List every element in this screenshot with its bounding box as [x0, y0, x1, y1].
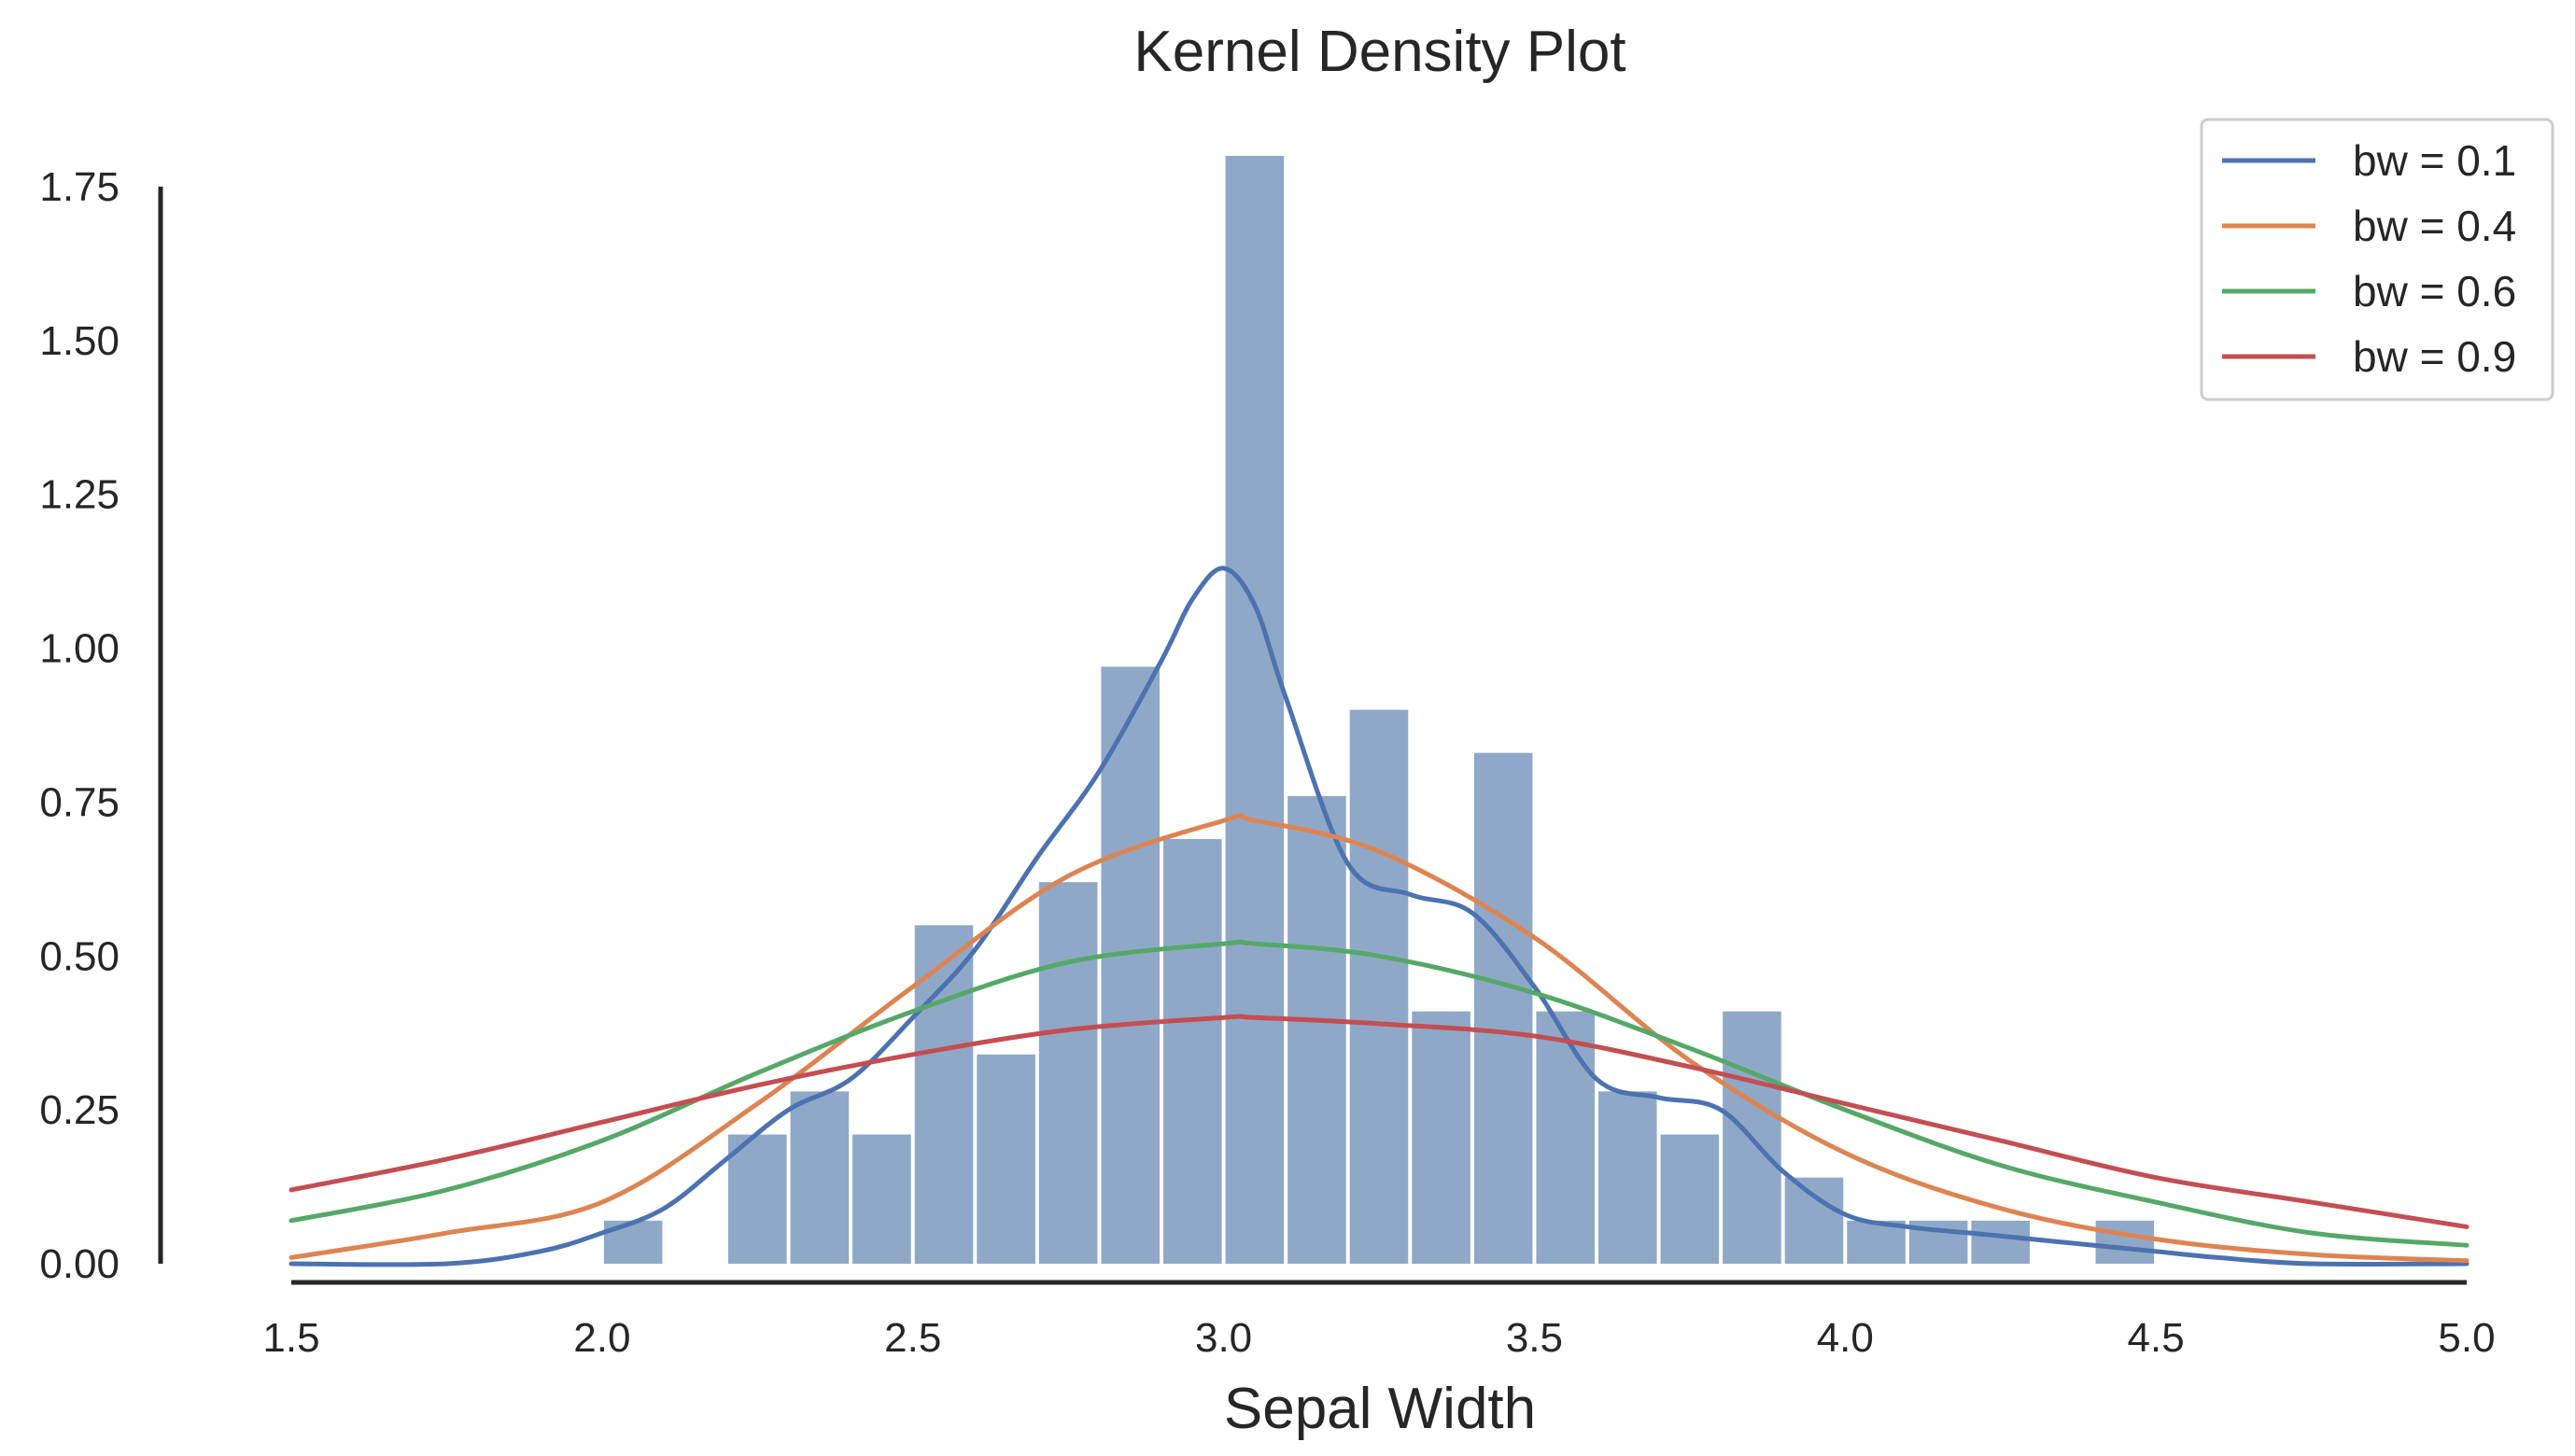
x-tick-label: 4.0	[1817, 1315, 1874, 1361]
x-tick-labels: 1.5 2.0 2.5 3.0 3.5 4.0 4.5 5.0	[262, 1315, 2495, 1361]
histogram-bars	[603, 156, 2155, 1264]
y-tick-label: 0.25	[39, 1087, 120, 1133]
histogram-bar	[914, 925, 974, 1264]
x-tick-label: 2.0	[573, 1315, 630, 1361]
histogram-bar	[1163, 838, 1222, 1264]
y-tick-label: 1.50	[39, 318, 120, 364]
histogram-bar	[1598, 1091, 1657, 1264]
y-tick-label: 0.00	[39, 1241, 120, 1287]
histogram-bar	[1412, 1011, 1470, 1264]
legend-label: bw = 0.9	[2353, 332, 2516, 381]
x-tick-label: 4.5	[2128, 1315, 2185, 1361]
x-tick-label: 1.5	[262, 1315, 319, 1361]
kde-curves	[288, 566, 2469, 1267]
y-tick-label: 0.50	[39, 933, 120, 979]
y-tick-label: 1.75	[39, 164, 120, 210]
y-tick-label: 0.75	[39, 779, 120, 825]
y-tick-labels: 0.00 0.25 0.50 0.75 1.00 1.25 1.50 1.75	[39, 164, 120, 1287]
x-tick-label: 3.0	[1195, 1315, 1252, 1361]
histogram-bar	[728, 1134, 787, 1264]
histogram-bar	[1971, 1220, 2030, 1264]
x-tick-label: 2.5	[884, 1315, 941, 1361]
y-tick-label: 1.25	[39, 472, 120, 518]
y-tick-label: 1.00	[39, 626, 120, 672]
histogram-bar	[977, 1054, 1035, 1264]
histogram-bar	[1101, 666, 1160, 1264]
histogram-bar	[790, 1091, 850, 1264]
legend-label: bw = 0.1	[2353, 136, 2516, 185]
histogram-bar	[1349, 709, 1409, 1264]
histogram-bar	[1847, 1220, 1906, 1264]
histogram-bar	[1038, 882, 1098, 1264]
legend: bw = 0.1 bw = 0.4 bw = 0.6 bw = 0.9	[2200, 118, 2554, 401]
x-axis-label: Sepal Width	[1224, 1377, 1536, 1441]
kde-line-1	[288, 566, 2469, 1267]
histogram-bar	[852, 1134, 911, 1264]
kde-line-4	[288, 1014, 2469, 1229]
histogram-bar	[1660, 1134, 1720, 1264]
legend-label: bw = 0.6	[2353, 267, 2516, 315]
legend-box	[2200, 118, 2554, 401]
kde-line-2	[288, 812, 2469, 1264]
histogram-bar	[1784, 1177, 1844, 1264]
x-tick-label: 5.0	[2438, 1315, 2495, 1361]
kde-line-3	[288, 939, 2469, 1248]
chart-title: Kernel Density Plot	[1133, 20, 1625, 84]
histogram-bar	[1288, 795, 1346, 1264]
legend-label: bw = 0.4	[2353, 202, 2516, 250]
x-tick-label: 3.5	[1506, 1315, 1563, 1361]
histogram-bar	[1536, 1011, 1595, 1264]
histogram-bar	[1225, 156, 1285, 1264]
histogram-bar	[2095, 1220, 2155, 1264]
histogram-bar	[1473, 752, 1533, 1264]
